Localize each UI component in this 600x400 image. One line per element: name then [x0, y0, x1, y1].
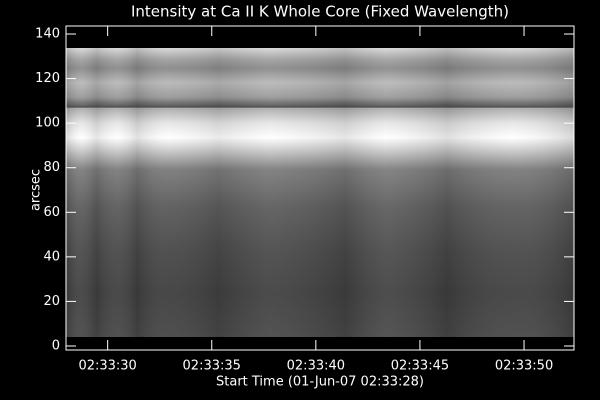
x-tick-label: 02:33:30 — [78, 359, 136, 374]
y-tick-label: 60 — [43, 205, 60, 220]
chart-title: Intensity at Ca II K Whole Core (Fixed W… — [131, 3, 509, 21]
x-tick-label: 02:33:35 — [183, 359, 241, 374]
y-tick-label: 100 — [35, 116, 60, 131]
x-tick-label: 02:33:50 — [495, 359, 553, 374]
y-tick-label: 40 — [43, 249, 60, 264]
x-tick-label: 02:33:45 — [391, 359, 449, 374]
y-tick-label: 80 — [43, 160, 60, 175]
y-tick-label: 0 — [52, 338, 60, 353]
image-texture — [66, 48, 574, 337]
y-axis-label: arcsec — [29, 169, 44, 211]
y-tick-label: 120 — [35, 71, 60, 86]
y-tick-label: 20 — [43, 294, 60, 309]
x-axis-label: Start Time (01-Jun-07 02:33:28) — [216, 375, 424, 390]
plot-frame — [65, 25, 575, 351]
x-tick-label: 02:33:40 — [287, 359, 345, 374]
y-tick-label: 140 — [35, 27, 60, 42]
